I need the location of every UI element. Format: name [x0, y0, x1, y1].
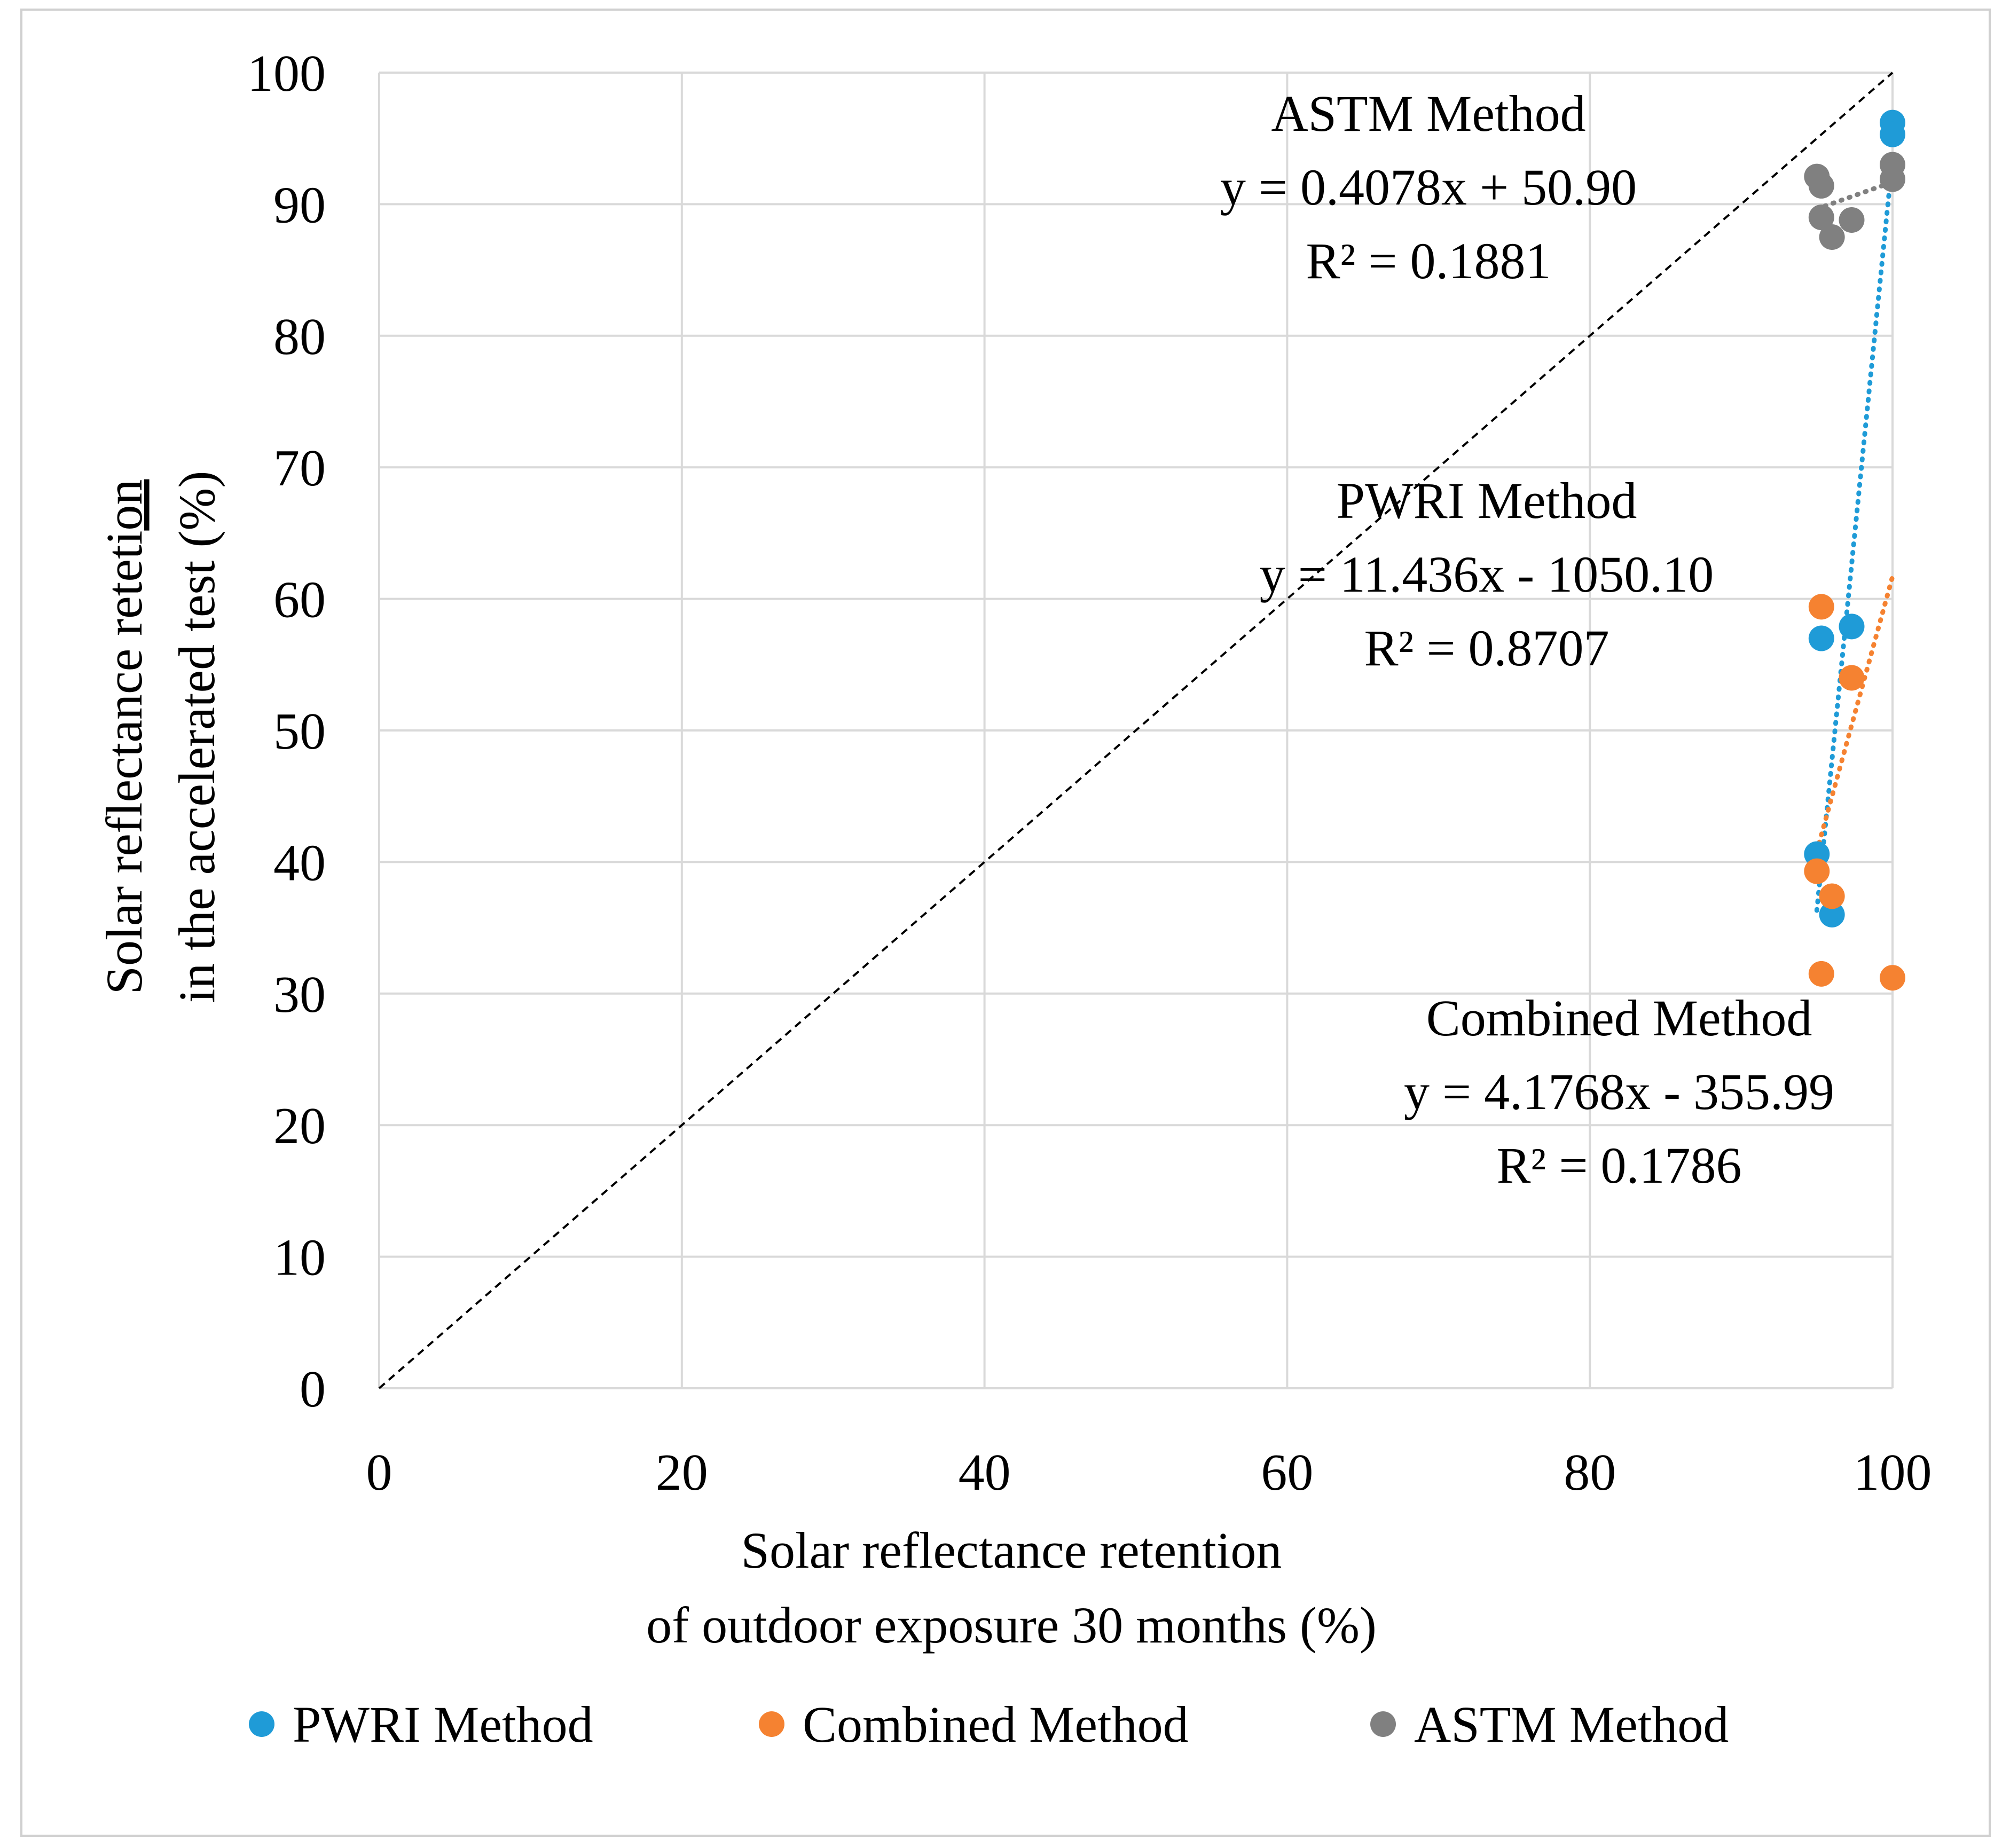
annotation-combined: Combined Method y = 4.1768x - 355.99 R² … — [1404, 989, 1834, 1194]
data-point-pwri[interactable] — [1880, 121, 1905, 147]
y-tick-labels: 0 10 20 30 40 50 60 70 80 90 100 — [247, 45, 326, 1418]
y-tick-label: 60 — [273, 571, 326, 629]
data-point-combined[interactable] — [1804, 858, 1830, 884]
reference-line-1-to-1 — [378, 72, 1894, 1389]
data-point-combined[interactable] — [1839, 665, 1865, 691]
legend-marker-pwri — [249, 1711, 274, 1737]
data-point-combined[interactable] — [1808, 961, 1834, 987]
legend-marker-astm — [1370, 1711, 1396, 1737]
trendline-pwri — [1814, 155, 1895, 913]
annotation-astm: ASTM Method y = 0.4078x + 50.90 R² = 0.1… — [1220, 85, 1637, 289]
annotation-astm-title: ASTM Method — [1271, 85, 1585, 142]
annotation-astm-r2: R² = 0.1881 — [1306, 232, 1551, 289]
annotation-combined-r2: R² = 0.1786 — [1497, 1137, 1742, 1194]
legend-label-pwri: PWRI Method — [293, 1696, 593, 1753]
y-tick-label: 80 — [273, 308, 326, 366]
x-tick-label: 80 — [1564, 1444, 1616, 1501]
chart-border — [20, 9, 1991, 1837]
y-tick-label: 20 — [273, 1097, 326, 1155]
x-tick-label: 100 — [1854, 1444, 1932, 1501]
data-point-astm[interactable] — [1839, 207, 1865, 233]
y-tick-label: 40 — [273, 834, 326, 892]
trendline-combined — [1814, 574, 1895, 854]
data-point-astm[interactable] — [1808, 172, 1834, 199]
data-point-astm[interactable] — [1819, 224, 1845, 250]
annotation-pwri-title: PWRI Method — [1337, 472, 1637, 529]
y-tick-label: 100 — [247, 45, 326, 103]
y-tick-label: 90 — [273, 176, 326, 234]
x-tick-labels: 0 20 40 60 80 100 — [366, 1444, 1932, 1501]
legend-label-combined: Combined Method — [803, 1696, 1189, 1753]
data-point-combined[interactable] — [1808, 594, 1834, 620]
reference-line-layer — [378, 72, 1894, 1389]
data-point-pwri[interactable] — [1839, 614, 1865, 640]
y-tick-label: 30 — [273, 966, 326, 1024]
legend-marker-combined — [759, 1711, 784, 1737]
annotation-pwri: PWRI Method y = 11.436x - 1050.10 R² = 0… — [1260, 472, 1714, 677]
legend-item-combined[interactable]: Combined Method — [759, 1696, 1189, 1753]
data-point-pwri[interactable] — [1808, 625, 1834, 651]
data-point-astm[interactable] — [1880, 166, 1905, 192]
data-point-layer — [1804, 109, 1905, 991]
y-axis-title: Solar reflectance retetion in the accele… — [96, 471, 225, 1003]
annotation-combined-title: Combined Method — [1426, 989, 1812, 1047]
y-tick-label: 70 — [273, 439, 326, 497]
annotation-combined-equation: y = 4.1768x - 355.99 — [1404, 1063, 1834, 1120]
trendline-layer — [1814, 155, 1895, 913]
data-point-combined[interactable] — [1880, 965, 1905, 991]
x-axis-title-line-2: of outdoor exposure 30 months (%) — [646, 1597, 1377, 1654]
y-axis-title-line-1: Solar reflectance retetion — [96, 479, 153, 995]
trendline-astm — [1814, 179, 1895, 211]
legend: PWRI Method Combined Method ASTM Method — [249, 1696, 1729, 1753]
y-axis-title-line-2: in the accelerated test (%) — [168, 471, 225, 1003]
legend-label-astm: ASTM Method — [1414, 1696, 1729, 1753]
legend-item-pwri[interactable]: PWRI Method — [249, 1696, 593, 1753]
x-tick-label: 20 — [656, 1444, 708, 1501]
data-point-combined[interactable] — [1819, 883, 1845, 909]
y-tick-label: 50 — [273, 703, 326, 760]
y-tick-label: 10 — [273, 1229, 326, 1287]
y-tick-label: 0 — [300, 1361, 326, 1418]
x-tick-label: 0 — [366, 1444, 392, 1501]
grid-lines — [378, 72, 1894, 1389]
legend-item-astm[interactable]: ASTM Method — [1370, 1696, 1729, 1753]
annotation-pwri-equation: y = 11.436x - 1050.10 — [1260, 546, 1714, 603]
x-tick-label: 40 — [959, 1444, 1011, 1501]
annotation-astm-equation: y = 0.4078x + 50.90 — [1220, 159, 1637, 216]
data-point-astm[interactable] — [1808, 205, 1834, 231]
annotation-pwri-r2: R² = 0.8707 — [1364, 619, 1609, 677]
data-point-pwri[interactable] — [1819, 901, 1845, 927]
x-axis-title-line-1: Solar reflectance retention — [741, 1522, 1282, 1579]
x-tick-label: 60 — [1261, 1444, 1313, 1501]
